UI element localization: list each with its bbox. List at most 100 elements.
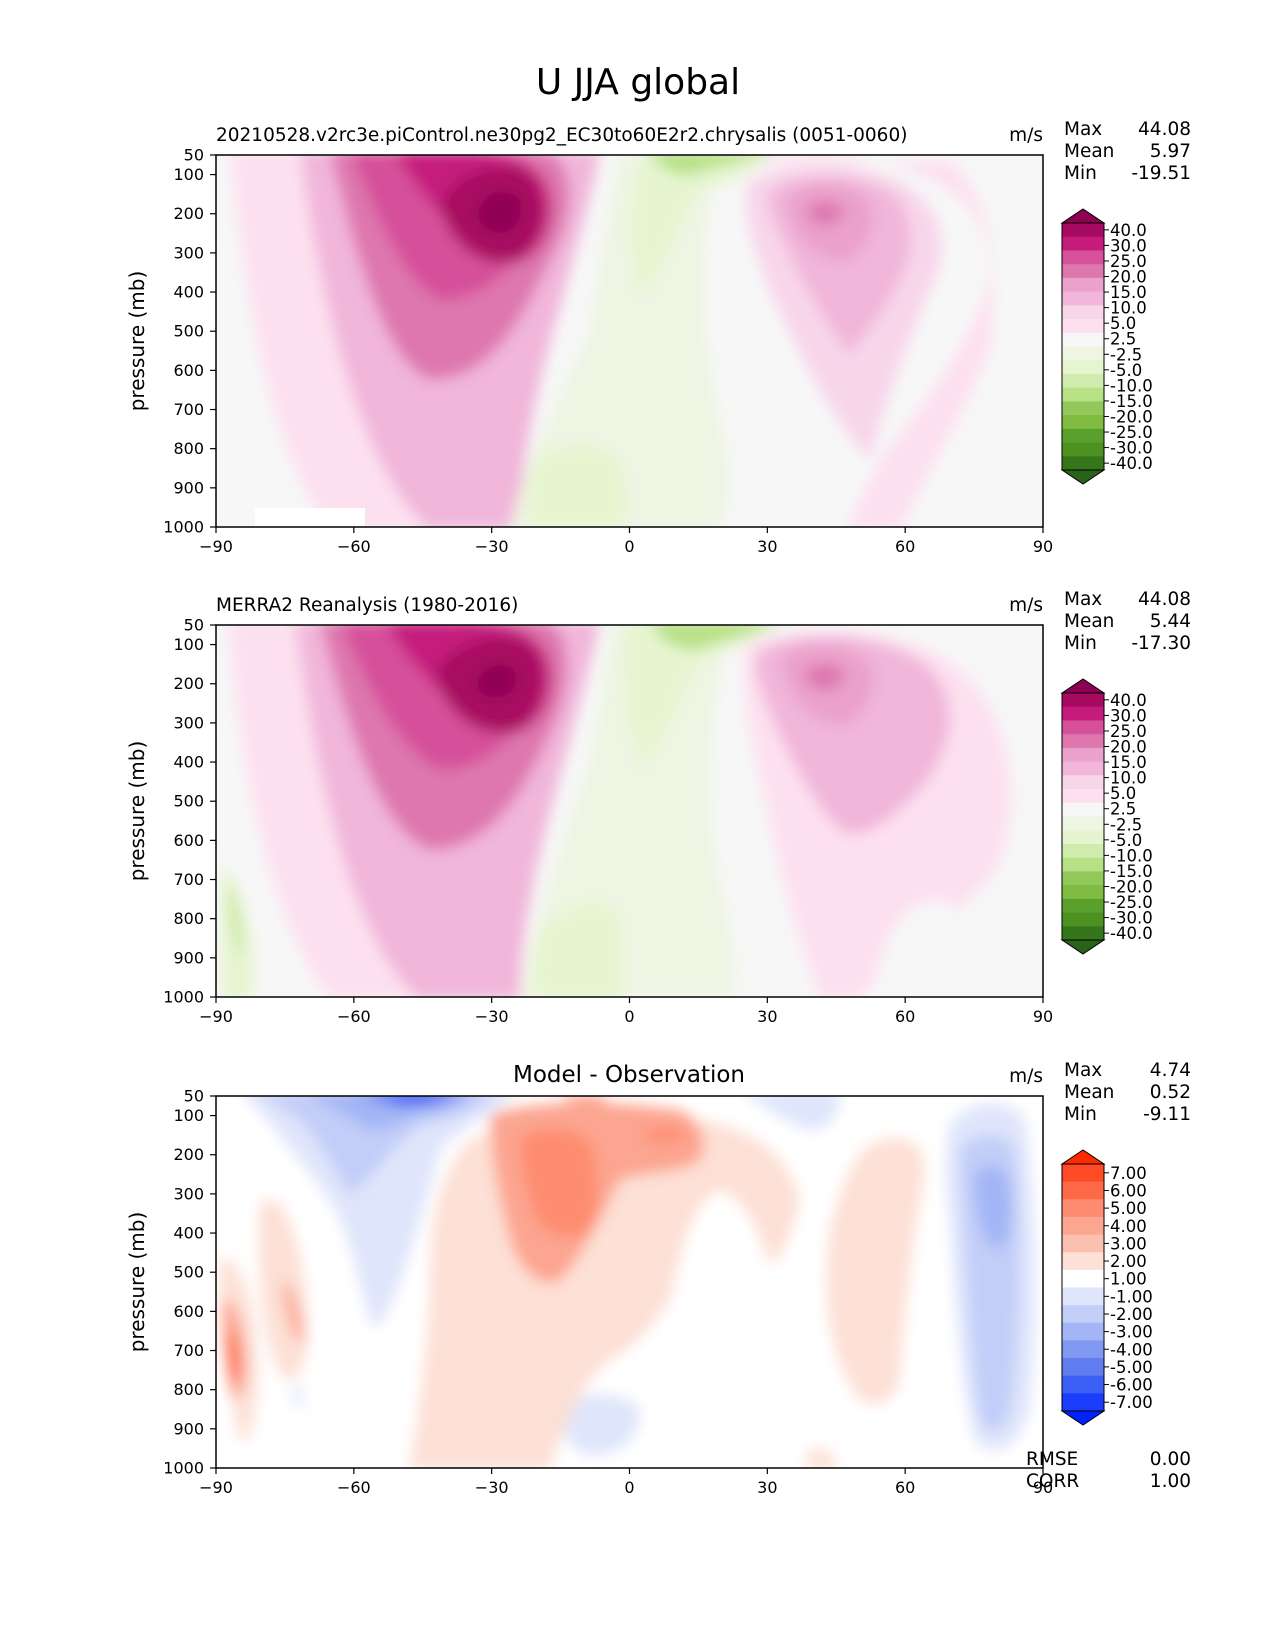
- x-tick-label: 90: [1033, 537, 1053, 556]
- stat-min-value: -17.30: [1131, 633, 1191, 654]
- colorbar: 40.030.025.020.015.010.05.02.5-2.5-5.0-1…: [1060, 208, 1153, 485]
- colorbar-level-label: -2.5: [1110, 815, 1142, 834]
- colorbar-swatch: [1062, 319, 1104, 334]
- stat-mean-label: Mean: [1064, 611, 1114, 632]
- y-tick-label: 400: [173, 753, 204, 772]
- colorbar-extend-min: [1060, 1410, 1106, 1426]
- y-tick-label: 1000: [163, 518, 204, 537]
- colorbar-level-label: 25.0: [1110, 722, 1147, 741]
- y-tick-label: 700: [173, 870, 204, 889]
- colorbar-level-label: -25.0: [1110, 423, 1153, 442]
- stat-max-label: Max: [1064, 1060, 1102, 1081]
- y-tick-label: 700: [173, 1341, 204, 1360]
- colorbar-level-label: 5.0: [1110, 784, 1136, 803]
- y-tick-label: 400: [173, 283, 204, 302]
- colorbar-level-label: -25.0: [1110, 893, 1153, 912]
- units-label: m/s: [1009, 1066, 1043, 1087]
- colorbar-swatch: [1062, 734, 1104, 749]
- colorbar-swatch: [1062, 693, 1104, 708]
- colorbar-extend-max: [1060, 678, 1106, 694]
- x-tick-label: 0: [624, 1007, 634, 1026]
- x-axis: −90 −60 −30 0 30 60 90: [199, 1468, 1053, 1497]
- colorbar-swatch: [1062, 843, 1104, 859]
- y-tick-label: 700: [173, 400, 204, 419]
- colorbar-level-label: 4.00: [1110, 1217, 1147, 1236]
- colorbar-swatch: [1062, 871, 1104, 886]
- x-tick-label: 60: [895, 1478, 915, 1497]
- y-axis-label: pressure (mb): [125, 1212, 149, 1353]
- panel-subtitle: MERRA2 Reanalysis (1980-2016): [216, 595, 518, 616]
- stat-mean-value: 5.44: [1150, 611, 1191, 632]
- y-tick-label: 900: [173, 948, 204, 967]
- x-axis: −90 −60 −30 0 30 60 90: [199, 527, 1053, 556]
- colorbar-swatch: [1062, 1340, 1104, 1359]
- colorbar-level-label: -30.0: [1110, 439, 1153, 458]
- y-tick-label: 500: [173, 322, 204, 341]
- colorbar-swatch: [1062, 1216, 1104, 1236]
- stat-min-label: Min: [1064, 633, 1097, 654]
- colorbar-swatch: [1062, 1287, 1104, 1306]
- colorbar-swatch: [1062, 816, 1104, 831]
- colorbar-swatch: [1062, 456, 1104, 471]
- colorbar-swatch: [1062, 1181, 1104, 1200]
- y-tick-label: 900: [173, 1419, 204, 1438]
- colorbar-swatch: [1062, 775, 1104, 790]
- colorbar-level-label: -7.00: [1110, 1393, 1153, 1412]
- stats-block: Max 44.08 Mean 5.44 Min -17.30: [1064, 589, 1191, 654]
- stat-rmse-label: RMSE: [1026, 1449, 1078, 1470]
- y-tick-label: 50: [184, 616, 204, 635]
- colorbar-level-label: -40.0: [1110, 454, 1153, 473]
- stat-mean-value: 5.97: [1150, 141, 1191, 162]
- colorbar-level-label: 20.0: [1110, 268, 1147, 287]
- y-tick-label: 100: [173, 165, 204, 184]
- contour-field: [222, 625, 1043, 997]
- y-tick-label: 300: [173, 1184, 204, 1203]
- y-tick-label: 900: [173, 478, 204, 497]
- colorbar-swatch: [1062, 1269, 1104, 1288]
- x-tick-label: −60: [337, 537, 371, 556]
- stat-min-value: -9.11: [1143, 1104, 1191, 1125]
- colorbar-level-label: -15.0: [1110, 862, 1153, 881]
- colorbar-swatch: [1062, 250, 1104, 265]
- colorbar-level-label: -15.0: [1110, 392, 1153, 411]
- colorbar-swatch: [1062, 1322, 1104, 1341]
- stat-min-label: Min: [1064, 1104, 1097, 1125]
- colorbar-swatch: [1062, 332, 1104, 347]
- colorbar-swatch: [1062, 912, 1104, 927]
- colorbar-level-label: 1.00: [1110, 1270, 1147, 1289]
- colorbar-level-label: -4.00: [1110, 1340, 1153, 1359]
- y-tick-label: 200: [173, 204, 204, 223]
- x-tick-label: 90: [1033, 1478, 1053, 1497]
- x-tick-label: −60: [337, 1007, 371, 1026]
- colorbar-frame: [1061, 1163, 1105, 1412]
- x-tick-label: 0: [624, 537, 634, 556]
- colorbar-swatch: [1062, 747, 1104, 763]
- y-tick-label: 400: [173, 1224, 204, 1243]
- x-tick-label: −30: [475, 537, 509, 556]
- colorbar-level-label: 3.00: [1110, 1234, 1147, 1253]
- colorbar-swatch: [1062, 415, 1104, 430]
- colorbar-swatch: [1062, 223, 1104, 238]
- colorbar-swatch: [1062, 885, 1104, 900]
- stat-mean-label: Mean: [1064, 1082, 1114, 1103]
- colorbar-swatch: [1062, 857, 1104, 872]
- x-tick-label: 30: [757, 1007, 777, 1026]
- colorbar-swatch: [1062, 236, 1104, 251]
- colorbar-level-label: 40.0: [1110, 221, 1147, 240]
- stat-corr-label: CORR: [1026, 1471, 1079, 1492]
- y-tick-label: 600: [173, 831, 204, 850]
- colorbar-swatch: [1062, 305, 1104, 320]
- y-tick-label: 50: [184, 146, 204, 165]
- colorbar-level-label: -5.0: [1110, 831, 1142, 850]
- stat-max-label: Max: [1064, 119, 1102, 140]
- colorbar-swatch: [1062, 926, 1104, 941]
- y-tick-label: 1000: [163, 1459, 204, 1478]
- colorbar-level-label: 20.0: [1110, 738, 1147, 757]
- figure-title: U JJA global: [536, 62, 740, 103]
- colorbar-level-label: -6.00: [1110, 1376, 1153, 1395]
- x-tick-label: 0: [624, 1478, 634, 1497]
- y-tick-label: 100: [173, 1106, 204, 1125]
- colorbar-level-label: 6.00: [1110, 1181, 1147, 1200]
